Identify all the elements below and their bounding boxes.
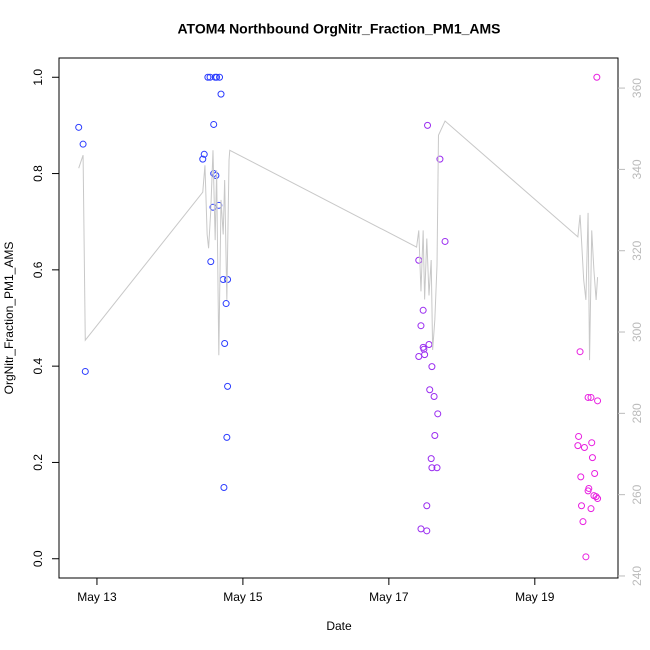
data-point — [221, 340, 229, 348]
data-point — [428, 363, 436, 371]
data-point — [217, 90, 225, 98]
x-tick-label: May 17 — [369, 590, 409, 604]
data-point — [441, 237, 449, 245]
y-tick-label: 0.4 — [31, 357, 45, 374]
data-point — [206, 73, 214, 81]
data-point — [592, 493, 600, 501]
data-point — [417, 322, 425, 330]
data-point — [588, 439, 596, 447]
data-point — [199, 155, 207, 163]
data-point — [436, 155, 444, 163]
data-point — [427, 455, 435, 463]
data-point — [576, 348, 584, 356]
data-point — [420, 345, 428, 353]
data-point — [212, 171, 220, 179]
y-tick-label: 0.8 — [31, 165, 45, 182]
data-point — [434, 410, 442, 418]
data-point — [421, 351, 429, 359]
x-axis-label: Date — [326, 619, 352, 633]
data-point — [593, 73, 601, 81]
data-point — [220, 483, 228, 491]
data-point — [575, 432, 583, 440]
data-point — [204, 73, 212, 81]
y-tick-label: 0.6 — [31, 261, 45, 278]
data-point — [577, 473, 585, 481]
data-point — [213, 73, 221, 81]
data-point — [210, 120, 218, 128]
data-point — [578, 502, 586, 510]
data-point — [594, 397, 602, 405]
x-tick-label: May 15 — [223, 590, 263, 604]
x-tick-label: May 19 — [515, 590, 555, 604]
y2-tick-label: 300 — [630, 322, 644, 342]
data-point — [224, 382, 232, 390]
data-point — [587, 505, 595, 513]
data-point — [582, 553, 590, 561]
data-point — [587, 393, 595, 401]
data-point — [433, 464, 441, 472]
chart-title: ATOM4 Northbound OrgNitr_Fraction_PM1_AM… — [177, 21, 500, 37]
data-point — [222, 300, 230, 308]
data-point — [428, 464, 436, 472]
data-point — [424, 121, 432, 129]
data-point — [425, 340, 433, 348]
y2-tick-label: 240 — [630, 566, 644, 586]
y2-tick-label: 260 — [630, 484, 644, 504]
data-point — [426, 386, 434, 394]
data-point — [430, 392, 438, 400]
plot-box — [58, 57, 619, 579]
y2-tick-label: 320 — [630, 240, 644, 260]
y-axis-label: OrgNitr_Fraction_PM1_AMS — [2, 242, 16, 395]
data-point — [579, 518, 587, 526]
data-point — [75, 123, 83, 131]
data-point — [216, 73, 224, 81]
y2-tick-label: 280 — [630, 403, 644, 423]
data-point — [223, 433, 231, 441]
y-tick-label: 1.0 — [31, 69, 45, 86]
data-point — [588, 454, 596, 462]
data-point — [594, 495, 602, 503]
data-point — [580, 444, 588, 452]
data-point — [431, 431, 439, 439]
y2-tick-label: 360 — [630, 78, 644, 98]
data-point — [423, 502, 431, 510]
data-point — [591, 470, 599, 478]
data-line — [78, 120, 599, 361]
data-point — [584, 393, 592, 401]
data-point — [81, 367, 89, 375]
y-tick-label: 0.2 — [31, 454, 45, 471]
data-point — [207, 258, 215, 266]
y-tick-label: 0.0 — [31, 550, 45, 567]
data-point — [584, 487, 592, 495]
data-point — [423, 527, 431, 535]
x-tick-label: May 13 — [77, 590, 117, 604]
data-point — [419, 306, 427, 314]
data-point — [200, 150, 208, 158]
y2-tick-label: 340 — [630, 159, 644, 179]
data-point — [574, 442, 582, 450]
data-point — [79, 140, 87, 148]
